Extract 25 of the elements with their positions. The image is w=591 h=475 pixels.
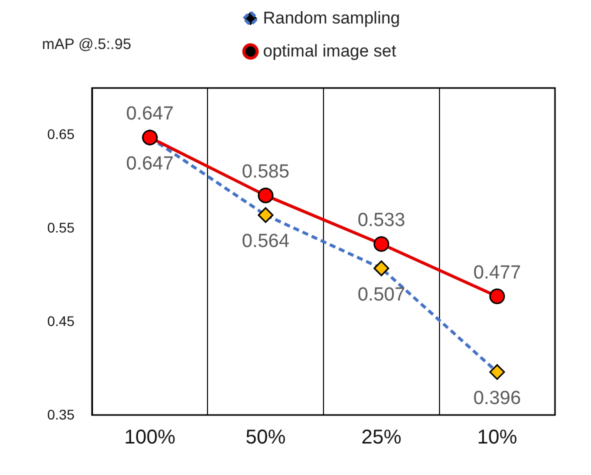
y-tick-label: 0.55 bbox=[47, 220, 75, 236]
x-tick-label: 50% bbox=[246, 426, 286, 448]
point bbox=[374, 260, 390, 276]
x-tick-label: 25% bbox=[361, 426, 402, 448]
y-tick-label: 0.65 bbox=[47, 126, 75, 142]
data-label: 0.585 bbox=[242, 161, 290, 182]
data-label: 0.564 bbox=[242, 231, 290, 252]
data-label: 0.647 bbox=[126, 104, 174, 125]
point bbox=[258, 207, 274, 223]
y-tick-label: 0.45 bbox=[47, 313, 75, 330]
data-label: 0.396 bbox=[473, 388, 521, 410]
data-label: 0.477 bbox=[473, 262, 521, 284]
point bbox=[489, 364, 505, 380]
legend-label: Random sampling bbox=[263, 8, 400, 28]
x-tick-label: 100% bbox=[124, 426, 176, 448]
data-label: 0.533 bbox=[358, 210, 406, 232]
y-tick-label: 0.35 bbox=[47, 406, 75, 422]
x-tick-label: 10% bbox=[477, 426, 518, 448]
point bbox=[489, 288, 505, 304]
data-label: 0.647 bbox=[126, 154, 174, 175]
data-label: 0.507 bbox=[358, 284, 406, 306]
point bbox=[258, 188, 274, 204]
chart-title: mAP @.5:.95 bbox=[42, 36, 132, 53]
point bbox=[374, 236, 390, 252]
legend-label: optimal image set bbox=[263, 42, 397, 60]
